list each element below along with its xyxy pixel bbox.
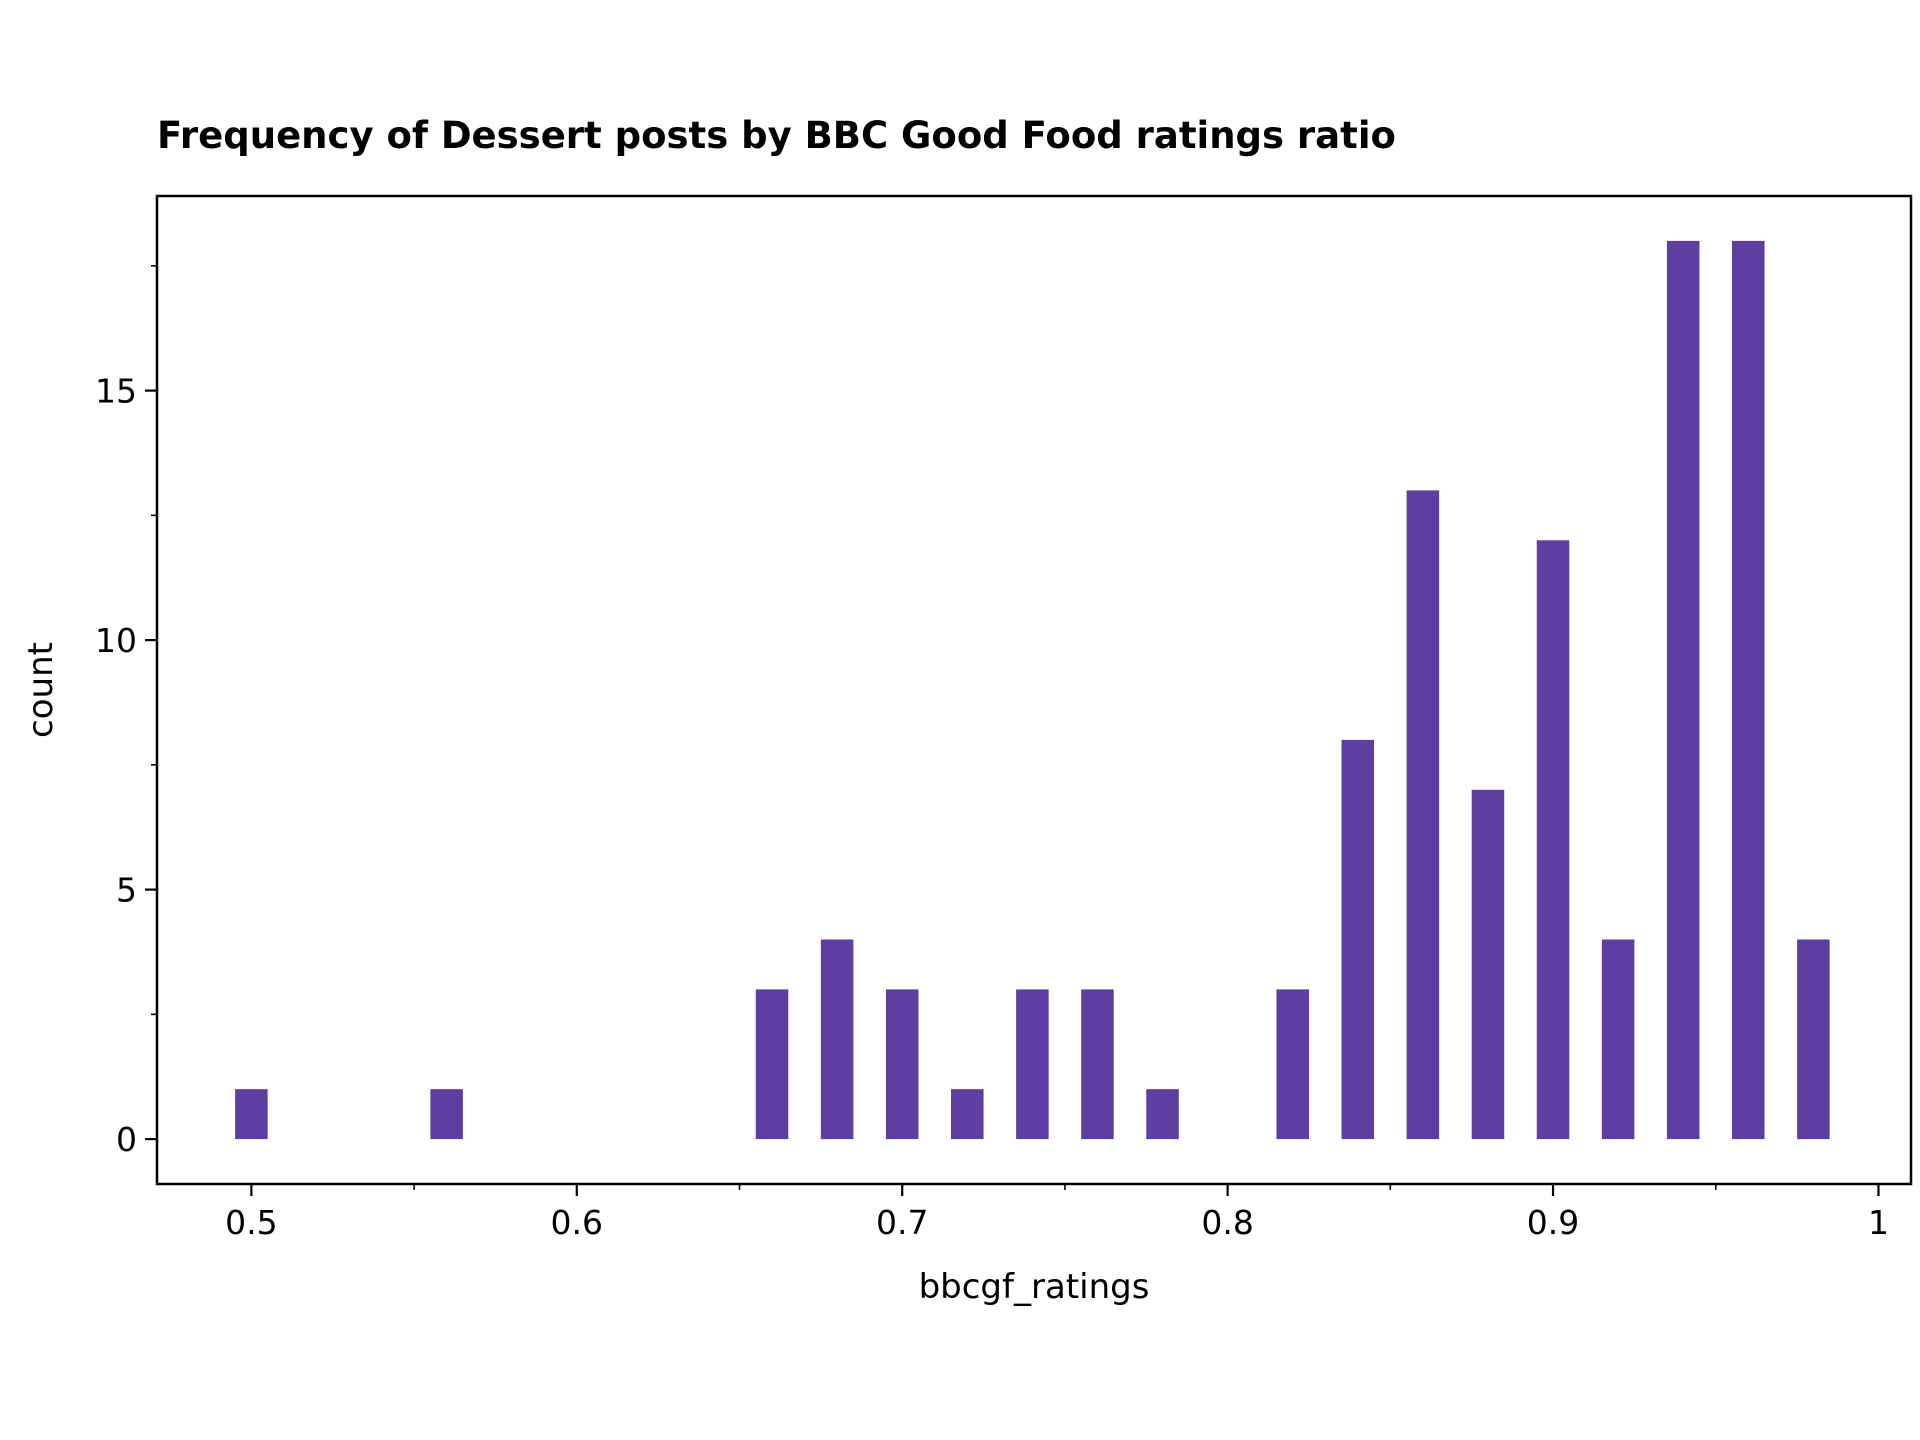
bar-8: [1146, 1089, 1179, 1140]
bars-group: [235, 240, 1830, 1140]
y-tick-label-2: 10: [95, 621, 137, 660]
x-axis: 0.5 0.6 0.7 0.8 0.9 1: [225, 1184, 1889, 1242]
bar-11: [1406, 490, 1440, 1140]
bar-3: [820, 939, 854, 1140]
plot-frame: [155, 194, 1913, 1186]
x-tick-label-1: 0.6: [551, 1203, 603, 1242]
x-tick-label-0: 0.5: [225, 1203, 277, 1242]
bar-5: [951, 1089, 984, 1140]
bar-1: [430, 1089, 463, 1140]
bar-7: [1081, 989, 1114, 1140]
x-tick-label-4: 0.9: [1527, 1203, 1579, 1242]
y-axis-label: count: [21, 642, 61, 738]
x-tick-label-5: 1: [1868, 1203, 1889, 1242]
x-axis-label: bbcgf_ratings: [919, 1267, 1150, 1307]
bar-12: [1471, 789, 1505, 1140]
bar-10: [1341, 739, 1375, 1140]
y-axis: 0 5 10 15: [95, 265, 157, 1159]
bar-4: [885, 989, 919, 1140]
chart-title: Frequency of Dessert posts by BBC Good F…: [157, 114, 1396, 157]
bar-16: [1732, 240, 1765, 1140]
y-tick-label-3: 15: [95, 372, 137, 411]
bar-2: [755, 989, 789, 1140]
bar-9: [1276, 989, 1309, 1140]
bar-0: [235, 1089, 268, 1140]
bar-13: [1536, 540, 1570, 1140]
x-tick-label-3: 0.8: [1201, 1203, 1253, 1242]
bar-6: [1016, 989, 1049, 1140]
bar-15: [1666, 240, 1700, 1140]
bar-17: [1797, 939, 1830, 1140]
y-tick-label-0: 0: [116, 1120, 137, 1159]
y-tick-label-1: 5: [116, 871, 137, 910]
bar-14: [1601, 939, 1635, 1140]
x-tick-label-2: 0.7: [876, 1203, 928, 1242]
